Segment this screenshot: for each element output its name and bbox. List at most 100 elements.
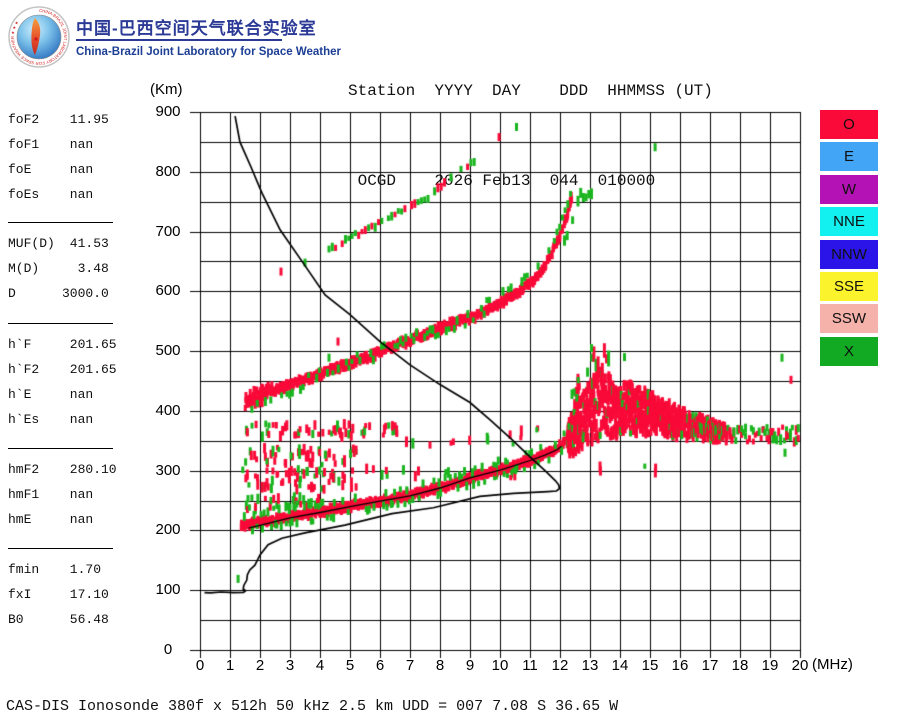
x-tick-label-2: 2 bbox=[255, 657, 265, 674]
param-value: 1.70 bbox=[62, 562, 102, 577]
y-tick-label-800: 800 bbox=[155, 162, 181, 180]
param-value: 56.48 bbox=[62, 612, 109, 627]
param-row-hes: h`Es nan bbox=[8, 412, 93, 427]
param-row-d: D 3000.0 bbox=[8, 286, 109, 301]
param-row-fof1: foF1 nan bbox=[8, 137, 93, 152]
y-tick-label-300: 300 bbox=[155, 461, 181, 479]
x-tick-label-19: 19 bbox=[761, 657, 779, 674]
param-row-foe: foE nan bbox=[8, 162, 93, 177]
param-value: 3.48 bbox=[62, 261, 109, 276]
y-tick-label-600: 600 bbox=[155, 282, 181, 300]
lab-title-chinese: 中国-巴西空间天气联合实验室 bbox=[76, 19, 317, 38]
x-tick-label-17: 17 bbox=[701, 657, 719, 674]
x-tick-label-11: 11 bbox=[522, 657, 538, 674]
param-row-he: h`E nan bbox=[8, 387, 93, 402]
x-tick-label-10: 10 bbox=[491, 657, 509, 674]
x-tick-label-3: 3 bbox=[285, 657, 295, 674]
x-tick-label-8: 8 bbox=[435, 657, 445, 674]
param-value: 201.65 bbox=[62, 362, 117, 377]
param-label: MUF(D) bbox=[8, 236, 55, 251]
y-tick-label-400: 400 bbox=[155, 401, 181, 419]
param-label: M(D) bbox=[8, 261, 40, 276]
legend-item-nne: NNE bbox=[820, 207, 878, 237]
lab-title-english: China-Brazil Joint Laboratory for Space … bbox=[76, 46, 341, 58]
title-underline bbox=[76, 39, 282, 41]
y-tick-label-100: 100 bbox=[155, 581, 181, 599]
param-value: nan bbox=[62, 512, 94, 527]
instrument-caption: CAS-DIS Ionosonde 380f x 512h 50 kHz 2.5… bbox=[6, 698, 619, 715]
param-row-hmf2: hmF2 280.10 bbox=[8, 462, 117, 477]
legend-item-e: E bbox=[820, 142, 878, 172]
param-label: fxI bbox=[8, 587, 32, 602]
param-group-separator bbox=[8, 222, 113, 223]
param-label: fmin bbox=[8, 562, 40, 577]
param-row-hf: h`F 201.65 bbox=[8, 337, 117, 352]
param-row-fxi: fxI 17.10 bbox=[8, 587, 109, 602]
legend-item-ssw: SSW bbox=[820, 304, 878, 334]
y-tick-label-200: 200 bbox=[155, 521, 181, 539]
x-tick-label-4: 4 bbox=[315, 657, 325, 674]
param-value: nan bbox=[62, 387, 94, 402]
param-label: hmF2 bbox=[8, 462, 40, 477]
y-tick-label-0: 0 bbox=[163, 641, 173, 658]
x-tick-label-14: 14 bbox=[611, 657, 629, 674]
param-row-hme: hmE nan bbox=[8, 512, 93, 527]
param-row-md: M(D) 3.48 bbox=[8, 261, 109, 276]
param-row-fof2: foF2 11.95 bbox=[8, 112, 109, 127]
param-label: h`E bbox=[8, 387, 32, 402]
legend-item-nnw: NNW bbox=[820, 239, 878, 269]
x-tick-label-16: 16 bbox=[671, 657, 689, 674]
x-tick-label-20: 20 bbox=[791, 657, 809, 674]
param-value: 41.53 bbox=[62, 236, 109, 251]
legend-item-x: X bbox=[820, 336, 878, 366]
param-value: 201.65 bbox=[62, 337, 117, 352]
param-row-hmf1: hmF1 nan bbox=[8, 487, 93, 502]
param-label: h`F bbox=[8, 337, 32, 352]
globe-logo-icon: CHINA-BRAZIL JOINT LABORATORY FOR SPACE … bbox=[8, 6, 70, 68]
param-label: foF2 bbox=[8, 112, 40, 127]
param-row-mufd: MUF(D) 41.53 bbox=[8, 236, 109, 251]
y-axis-unit-label: (Km) bbox=[150, 81, 183, 98]
y-tick-label-500: 500 bbox=[155, 342, 181, 360]
param-value: nan bbox=[62, 412, 94, 427]
param-label: B0 bbox=[8, 612, 24, 627]
x-tick-label-13: 13 bbox=[581, 657, 599, 674]
param-group-separator bbox=[8, 323, 113, 324]
x-tick-label-6: 6 bbox=[375, 657, 385, 674]
param-group-separator bbox=[8, 548, 113, 549]
legend-item-w: W bbox=[820, 174, 878, 204]
y-tick-label-900: 900 bbox=[155, 103, 181, 120]
param-label: D bbox=[8, 286, 16, 301]
x-tick-label-18: 18 bbox=[731, 657, 749, 674]
param-value: 17.10 bbox=[62, 587, 109, 602]
param-label: hmE bbox=[8, 512, 32, 527]
x-axis-unit-label: (MHz) bbox=[812, 656, 853, 673]
param-group-separator bbox=[8, 448, 113, 449]
param-value: nan bbox=[62, 487, 94, 502]
param-label: h`Es bbox=[8, 412, 40, 427]
param-value: 11.95 bbox=[62, 112, 109, 127]
param-value: nan bbox=[62, 162, 94, 177]
param-label: foF1 bbox=[8, 137, 40, 152]
x-tick-label-1: 1 bbox=[225, 657, 235, 674]
param-value: nan bbox=[62, 187, 94, 202]
x-tick-label-12: 12 bbox=[551, 657, 569, 674]
param-row-foes: foEs nan bbox=[8, 187, 93, 202]
legend-item-sse: SSE bbox=[820, 272, 878, 301]
param-label: foEs bbox=[8, 187, 40, 202]
param-value: nan bbox=[62, 137, 94, 152]
param-label: foE bbox=[8, 162, 32, 177]
param-value: 3000.0 bbox=[62, 286, 109, 301]
param-row-hf2: h`F2 201.65 bbox=[8, 362, 117, 377]
param-label: h`F2 bbox=[8, 362, 40, 377]
x-tick-label-0: 0 bbox=[195, 657, 205, 674]
y-tick-label-700: 700 bbox=[155, 222, 181, 240]
x-tick-label-5: 5 bbox=[345, 657, 355, 674]
legend-item-o: O bbox=[820, 110, 878, 139]
param-row-b0: B0 56.48 bbox=[8, 612, 109, 627]
param-row-fmin: fmin 1.70 bbox=[8, 562, 101, 577]
lab-logo: CHINA-BRAZIL JOINT LABORATORY FOR SPACE … bbox=[8, 6, 70, 68]
param-value: 280.10 bbox=[62, 462, 117, 477]
x-tick-label-15: 15 bbox=[641, 657, 659, 674]
